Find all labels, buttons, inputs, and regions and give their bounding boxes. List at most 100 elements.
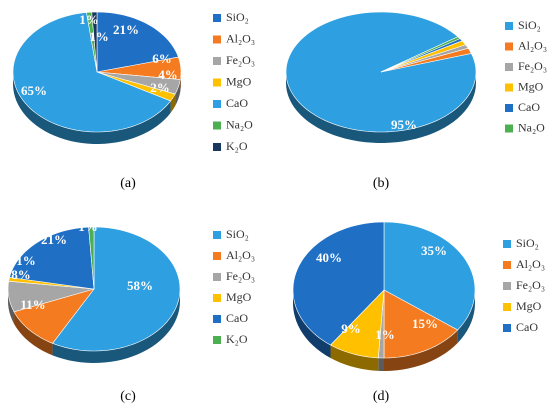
legend-entry: CaO — [226, 311, 248, 325]
pie-chart-2: 95% SiO₂ Al₂O₃ Fe₂O₃ MgO CaO Na₂O (b) — [285, 11, 547, 191]
legend-entry: Fe₂O₃ — [518, 59, 547, 73]
pie-chart-1: 21% 6%4%2% 65% 1% 1% SiO₂ Al₂O₃ Fe₂O₃ MgO CaO Na₂O… — [12, 10, 255, 191]
pie-slice — [13, 288, 95, 344]
data-label: 21% — [41, 232, 67, 247]
data-label: 8% — [11, 267, 31, 282]
pie-slice — [96, 71, 181, 95]
legend: SiO₂ Al₂O₃ Fe₂O₃ MgO CaO — [503, 236, 545, 334]
legend-swatch — [213, 121, 221, 130]
legend-entry: K₂O — [226, 139, 248, 153]
legend: SiO₂ Al₂O₃ Fe₂O₃ MgO CaO K₂O — [213, 227, 255, 346]
pie-slice — [7, 280, 95, 313]
data-label: 58% — [127, 278, 153, 293]
pie-slice — [12, 12, 172, 133]
legend-swatch — [503, 240, 511, 248]
legend: SiO₂ Al₂O₃ Fe₂O₃ MgO CaO Na₂O K₂O — [213, 10, 255, 153]
legend-entry: Al₂O₃ — [516, 257, 545, 271]
data-label: 11% — [20, 297, 45, 312]
legend-swatch — [503, 261, 511, 269]
data-label: 35% — [421, 243, 447, 258]
legend-entry: Fe₂O₃ — [226, 269, 255, 283]
legend-swatch — [213, 100, 221, 108]
pie-slice — [9, 226, 95, 290]
legend-swatch — [213, 273, 221, 281]
panel-label: (a) — [120, 176, 136, 191]
legend-entry: MgO — [518, 79, 544, 93]
legend-swatch — [213, 35, 221, 44]
legend-swatch — [503, 303, 511, 311]
legend-entry: SiO₂ — [226, 10, 249, 24]
legend-swatch — [213, 336, 221, 344]
pie-slice-side — [378, 357, 384, 371]
pie-slice — [330, 289, 385, 359]
legend-swatch — [505, 124, 513, 133]
panel-label: (b) — [373, 176, 390, 191]
legend-swatch — [213, 315, 221, 323]
data-label: 40% — [316, 250, 342, 265]
legend-swatch — [505, 22, 513, 30]
data-label: 9% — [341, 321, 361, 336]
pie-slice — [52, 226, 181, 352]
legend-swatch — [505, 42, 513, 51]
panel-label: (c) — [120, 389, 136, 404]
legend-entry: SiO₂ — [516, 236, 539, 250]
legend-entry: CaO — [516, 320, 538, 334]
pie-slice — [292, 221, 385, 346]
data-label: 2% — [150, 80, 170, 95]
legend-entry: MgO — [516, 299, 542, 313]
pie-slice-side — [13, 72, 171, 144]
legend-entry: Na₂O — [226, 117, 253, 131]
legend-swatch — [213, 143, 221, 151]
pie-slice — [91, 11, 98, 73]
legend-swatch — [213, 78, 221, 87]
data-label: 1% — [16, 253, 36, 268]
legend-swatch — [213, 57, 221, 65]
pie-slice — [88, 226, 95, 290]
pie-slice — [380, 36, 461, 73]
data-label: 65% — [21, 83, 47, 98]
pie-slice — [96, 11, 179, 73]
pie-chart-4: 35% 15% 1% 9% 40% SiO₂ Al₂O₃ Fe₂O₃ MgO CaO (d) — [292, 221, 545, 404]
legend-swatch — [213, 252, 221, 260]
pie-side-walls — [286, 72, 476, 143]
pie-slice-side — [14, 311, 53, 356]
data-label: 4% — [158, 67, 178, 82]
pie-chart-3: 58%11%8%1%21%1% SiO₂Al₂O₃Fe₂O₃MgOCaOK₂O(c… — [7, 219, 255, 404]
legend-swatch — [505, 83, 513, 92]
data-label: 1% — [89, 29, 109, 44]
legend-entry: Al₂O₃ — [226, 248, 255, 262]
legend-entry: Fe₂O₃ — [516, 278, 545, 292]
pie-slice — [96, 56, 182, 80]
legend-swatch — [213, 231, 221, 239]
legend-entry: MgO — [226, 74, 252, 88]
pie-slice-side — [175, 79, 181, 107]
pie-slice-side — [384, 329, 458, 371]
pie-slice — [383, 289, 459, 359]
data-label: 21% — [113, 22, 139, 37]
pie-slice-side — [52, 289, 180, 363]
legend-entry: Fe₂O₃ — [226, 53, 255, 67]
legend-entry: MgO — [226, 290, 252, 304]
legend-entry: Al₂O₃ — [518, 38, 547, 52]
legend-entry: Na₂O — [518, 120, 545, 134]
legend-entry: Al₂O₃ — [226, 31, 255, 45]
pie-slice — [383, 221, 476, 331]
legend-swatch — [505, 63, 513, 71]
pie-slice-side — [457, 290, 475, 343]
pie-slice-side — [8, 289, 15, 324]
data-label: 1% — [78, 219, 98, 234]
data-label: 15% — [412, 316, 438, 331]
pie-side-walls — [293, 290, 475, 371]
legend-entry: CaO — [518, 100, 540, 114]
legend: SiO₂ Al₂O₃ Fe₂O₃ MgO CaO Na₂O — [505, 18, 547, 134]
pie-slice-side — [293, 290, 331, 359]
data-label: 1% — [79, 12, 99, 27]
data-label: 95% — [391, 117, 417, 132]
data-label: 1% — [375, 327, 395, 342]
panel-label: (d) — [373, 389, 390, 404]
pie-slice-side — [330, 345, 379, 371]
legend-swatch — [505, 104, 513, 112]
legend-entry: SiO₂ — [226, 227, 249, 241]
legend-entry: SiO₂ — [518, 18, 541, 32]
